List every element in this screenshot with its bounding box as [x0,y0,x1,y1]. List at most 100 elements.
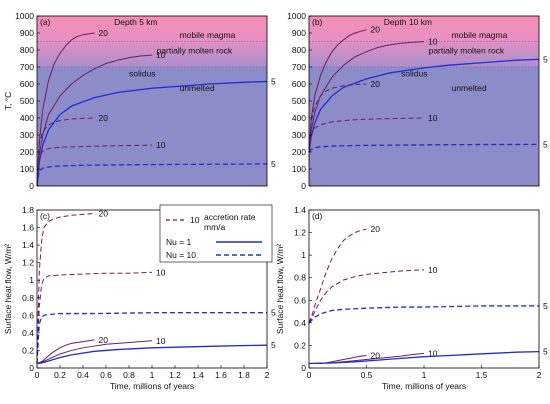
y-tick-label: 0.8 [294,273,306,283]
y-tick-label: 600 [20,79,34,89]
x-tick-label: 0.4 [77,370,89,380]
y-ticks: 0 100 200 300 400 500 600 700 800 900 1000 [15,11,40,191]
series-line-nu10-rate-10 [308,117,425,153]
panel-d: 20 10 5 20 10 5 0 0.2 0.4 0.6 0.8 1 1.2 1.4 0 0.5 1 1.5… [275,205,548,391]
series-group: 20 10 5 20 10 5 [308,224,548,365]
y-tick-label: 900 [20,28,34,38]
series-line-nu1-rate-10 [36,340,153,365]
x-tick-label: 0 [35,370,40,380]
x-tick-label: 1 [150,370,155,380]
legend-nu1-label: Nu = 1 [166,237,192,247]
series-end-label: 20 [99,335,109,345]
series-end-label: 5 [271,159,276,169]
panel-label: (b) [312,17,323,27]
x-tick-label: 0.6 [100,370,112,380]
series-line-nu10-rate-20 [36,213,95,364]
x-tick-label: 1.4 [192,370,204,380]
series-line-nu1-rate-5 [308,350,540,365]
y-tick-label: 0.6 [22,310,34,320]
panel-a: 20 10 5 20 10 5 0 100 200 300 400 500 600 700 800 900 1… [3,11,276,191]
series-end-label: 5 [543,347,548,357]
y-tick-label: 800 [20,45,34,55]
band-label-unmelted: unmelted [180,83,215,93]
y-axis-label: Surface heat flow, W/m² [3,244,13,334]
legend-accretion-unit: mm/a [204,222,226,232]
y-tick-label: 1 [301,250,306,260]
series-end-label: 20 [99,209,109,219]
series-end-label: 10 [156,267,166,277]
series-line-nu10-rate-5 [308,143,540,153]
y-tick-label: 1.4 [294,205,306,215]
x-ticks: 0 0.5 1 1.5 2 [307,365,542,380]
band-label-solidus: solidus [129,68,155,78]
x-tick-label: 0.5 [361,370,373,380]
series-line-nu1-rate-20 [36,339,95,365]
y-tick-label: 600 [292,79,306,89]
series-end-label: 10 [156,336,166,346]
series-line-nu10-rate-10 [36,144,153,187]
y-tick-label: 0.8 [22,293,34,303]
y-tick-label: 1.2 [22,258,34,268]
series-line-nu10-rate-20 [308,83,367,153]
y-tick-label: 0 [301,363,306,373]
series-end-label: 10 [156,140,166,150]
y-tick-label: 200 [20,147,34,157]
band-label-magma: mobile magma [180,30,236,40]
y-tick-label: 400 [20,113,34,123]
y-tick-label: 1.2 [294,228,306,238]
y-tick-label: 1.8 [22,205,34,215]
series-end-label: 5 [271,76,276,86]
legend-accretion-value: 10 [190,215,200,225]
y-tick-label: 300 [20,130,34,140]
y-axis-label: Surface heat flow, W/m² [275,244,285,334]
y-tick-label: 0 [29,181,34,191]
y-tick-label: 100 [20,164,34,174]
series-end-label: 10 [428,348,438,358]
y-ticks: 0 0.2 0.4 0.6 0.8 1 1.2 1.4 [294,205,312,373]
series-line-nu10-rate-5 [36,163,268,187]
x-axis-label: Time, millions of years [110,381,194,391]
series-end-label: 20 [371,79,381,89]
series-line-nu1-rate-5 [308,58,540,153]
legend-box [159,204,273,263]
series-end-label: 5 [271,308,276,318]
band-label-unmelted: unmelted [452,83,487,93]
y-tick-label: 1 [29,275,34,285]
legend-accretion-label: accretion rate [204,212,256,222]
series-line-nu10-rate-10 [36,271,153,364]
series-line-nu10-rate-20 [308,228,367,324]
y-tick-label: 0.2 [22,345,34,355]
band-label-magma: mobile magma [452,30,508,40]
series-end-label: 20 [99,113,109,123]
y-tick-label: 900 [292,28,306,38]
panel-title: Depth 10 km [384,17,432,27]
x-tick-label: 1 [422,370,427,380]
y-tick-label: 500 [292,96,306,106]
x-tick-label: 0 [307,370,312,380]
x-ticks: 0 0.2 0.4 0.6 0.8 1 1.2 1.4 1.6 1.8 2 [35,365,270,380]
y-tick-label: 0 [29,363,34,373]
series-line-nu1-rate-20 [36,32,95,187]
series-end-label: 5 [271,340,276,350]
y-tick-label: 100 [292,164,306,174]
y-tick-label: 700 [20,62,34,72]
x-tick-label: 0.2 [54,370,66,380]
y-axis-label: T, °C [3,92,13,111]
series-line-nu1-rate-20 [308,29,367,153]
series-line-nu10-rate-5 [308,305,539,324]
y-tick-label: 1000 [15,11,34,21]
x-tick-label: 1.8 [238,370,250,380]
series-end-label: 10 [156,50,166,60]
series-end-label: 20 [371,25,381,35]
x-tick-label: 2 [537,370,542,380]
y-tick-label: 700 [292,62,306,72]
panel-b: 20 10 5 20 10 5 0 100 200 300 400 500 600 700 800 900 1… [287,11,548,191]
series-line-nu1-rate-5 [36,344,268,365]
y-tick-label: 400 [292,113,306,123]
series-end-label: 10 [428,37,438,47]
panel-label: (c) [40,211,50,221]
panel-title: Depth 5 km [114,17,157,27]
series-line-nu1-rate-10 [308,41,425,153]
panel-label: (a) [40,17,51,27]
